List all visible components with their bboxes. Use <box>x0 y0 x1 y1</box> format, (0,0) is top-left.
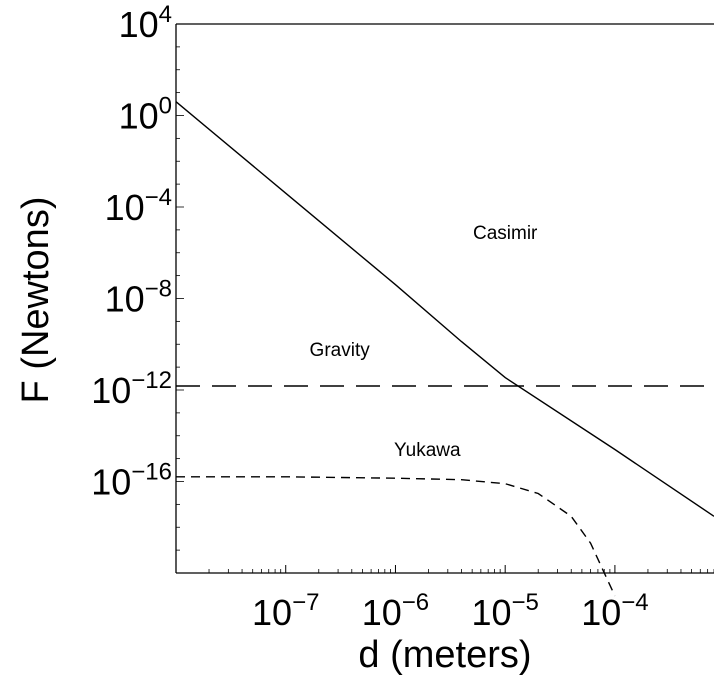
y-tick-label: 100 <box>119 93 172 137</box>
series-line-yukawa <box>176 476 616 597</box>
major-ticks <box>285 565 616 573</box>
annotation-yukawa: Yukawa <box>394 440 461 461</box>
y-tick-label: 10−16 <box>91 459 172 503</box>
y-axis-title: F (Newtons) <box>15 197 57 404</box>
x-tick-label: 10−5 <box>471 589 538 633</box>
y-tick-label: 10−4 <box>105 184 172 228</box>
y-tick-label: 10−12 <box>91 367 172 411</box>
minor-ticks <box>176 23 714 574</box>
series-line-casimir <box>175 101 714 517</box>
x-tick-label: 10−7 <box>252 589 319 633</box>
plot-frame <box>175 23 714 574</box>
series-layer <box>175 101 714 597</box>
annotation-gravity: Gravity <box>310 340 371 361</box>
x-tick-label: 10−6 <box>362 589 429 633</box>
series-annotations: Casimir Gravity Yukawa <box>310 223 538 461</box>
y-tick-label: 10−8 <box>105 276 172 320</box>
annotation-casimir: Casimir <box>473 223 538 244</box>
x-tick-label: 10−4 <box>581 589 648 633</box>
tick-labels: 104 100 10−4 10−8 10−12 10−16 10−7 10−6 10−5 10−4 <box>91 1 648 633</box>
y-tick-label: 104 <box>119 1 172 45</box>
x-axis-title: d (meters) <box>358 634 531 676</box>
